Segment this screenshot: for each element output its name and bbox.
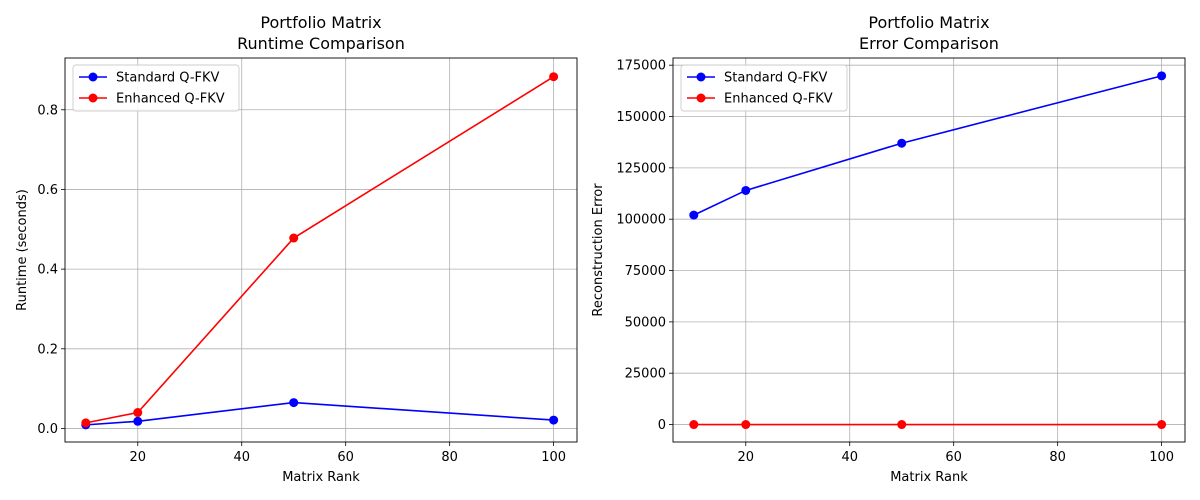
y-tick-label: 0.4 <box>37 263 58 278</box>
y-tick-label: 0 <box>658 418 666 433</box>
y-tick-label: 75000 <box>625 264 666 279</box>
data-point <box>289 398 299 408</box>
chart-panel-2: Portfolio Matrix Error Comparison 20 40 60 80… <box>591 13 1186 485</box>
data-point <box>133 416 143 426</box>
x-tick-label: 100 <box>541 450 566 465</box>
x-tick-label: 80 <box>1049 450 1066 465</box>
x-tick-label: 60 <box>945 450 962 465</box>
chart-title-line: Runtime Comparison <box>237 34 405 53</box>
data-point <box>689 210 699 220</box>
chart-panel-1: Portfolio Matrix Runtime Comparison 20 40 60… <box>15 13 578 485</box>
x-tick-label: 40 <box>233 450 250 465</box>
chart-title-line: Portfolio Matrix <box>868 13 989 32</box>
series-line-1 <box>693 75 1162 216</box>
legend-label: Standard Q-FKV <box>116 71 220 86</box>
data-point <box>549 72 559 82</box>
chart-title-line: Portfolio Matrix <box>260 13 381 32</box>
y-tick-label: 0.6 <box>37 183 58 198</box>
chart-title: Portfolio Matrix Runtime Comparison <box>237 13 405 53</box>
x-tick-label: 60 <box>337 450 354 465</box>
y-tick-label: 0.2 <box>37 342 58 357</box>
data-point <box>689 420 699 430</box>
y-tick-label: 125000 <box>616 161 666 176</box>
data-point <box>81 418 91 428</box>
y-tick-label: 175000 <box>616 59 666 74</box>
legend-marker <box>696 72 706 82</box>
legend: Standard Q-FKV Enhanced Q-FKV <box>680 64 848 112</box>
y-tick-label: 150000 <box>616 110 666 125</box>
legend-marker <box>696 93 706 103</box>
series-line-2 <box>85 76 555 424</box>
y-tick-label: 0.8 <box>37 103 58 118</box>
legend-box <box>680 64 848 112</box>
y-axis-label: Reconstruction Error <box>591 183 606 317</box>
legend-box <box>72 64 240 112</box>
plot-frame <box>64 57 578 443</box>
data-point <box>133 408 143 418</box>
data-point <box>741 420 751 430</box>
x-axis-label: Matrix Rank <box>890 470 968 485</box>
legend: Standard Q-FKV Enhanced Q-FKV <box>72 64 240 112</box>
data-point <box>741 185 751 195</box>
y-tick-label: 50000 <box>625 315 666 330</box>
y-tick-label: 100000 <box>616 213 666 228</box>
legend-label: Enhanced Q-FKV <box>116 92 225 107</box>
data-point <box>897 420 907 430</box>
data-point <box>289 233 299 243</box>
x-tick-label: 20 <box>737 450 754 465</box>
legend-marker <box>88 72 98 82</box>
x-axis-label: Matrix Rank <box>282 470 360 485</box>
data-point <box>549 415 559 425</box>
legend-label: Enhanced Q-FKV <box>724 92 833 107</box>
chart-title-line: Error Comparison <box>859 34 999 53</box>
x-tick-label: 40 <box>841 450 858 465</box>
chart-title: Portfolio Matrix Error Comparison <box>859 13 999 53</box>
data-point <box>1157 420 1167 430</box>
y-axis-label: Runtime (seconds) <box>15 189 30 311</box>
x-tick-label: 20 <box>129 450 146 465</box>
x-tick-label: 100 <box>1149 450 1174 465</box>
plot-frame <box>672 57 1186 443</box>
y-tick-label: 0.0 <box>37 422 58 437</box>
series-line-1 <box>85 401 554 426</box>
legend-marker <box>88 93 98 103</box>
data-point <box>1157 71 1167 81</box>
x-tick-label: 80 <box>441 450 458 465</box>
y-tick-label: 25000 <box>625 367 666 382</box>
data-point <box>897 138 907 148</box>
legend-label: Standard Q-FKV <box>724 71 828 86</box>
